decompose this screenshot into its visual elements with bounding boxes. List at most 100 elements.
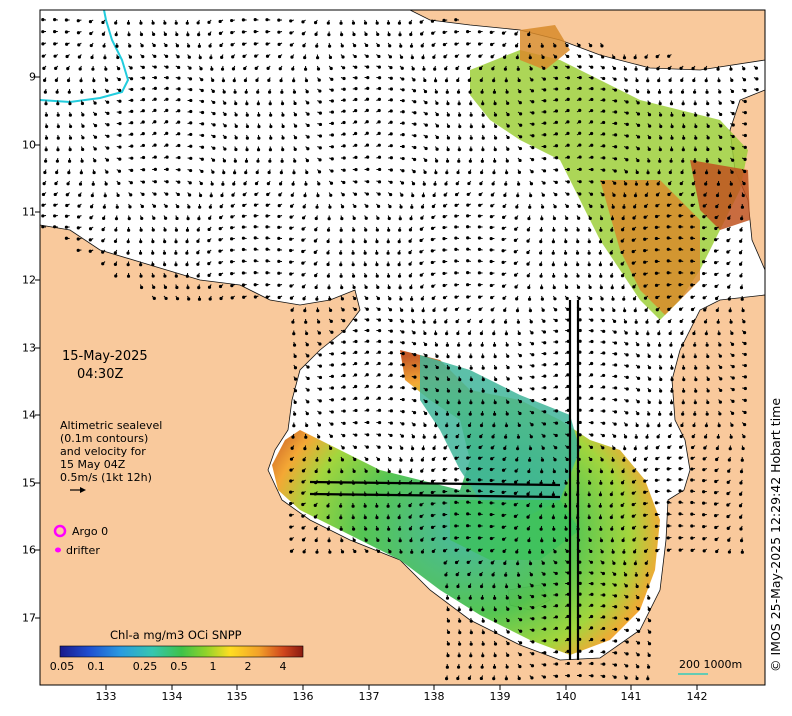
velocity-arrow-head xyxy=(666,478,670,482)
velocity-arrow-head xyxy=(682,125,686,129)
velocity-arrow-head xyxy=(479,319,483,324)
velocity-arrow-head xyxy=(457,654,461,658)
velocity-arrow-head xyxy=(631,238,635,242)
velocity-arrow-head xyxy=(412,331,416,335)
velocity-arrow-head xyxy=(741,446,745,451)
velocity-arrow-head xyxy=(530,595,535,599)
velocity-arrow-head xyxy=(196,21,200,25)
x-axis-label: 137 xyxy=(358,690,380,703)
velocity-arrow-head xyxy=(456,170,460,175)
velocity-arrow-head xyxy=(230,260,234,264)
velocity-arrow-head xyxy=(669,401,674,405)
velocity-arrow-head xyxy=(174,263,178,267)
velocity-arrow-head xyxy=(636,618,641,622)
velocity-arrow-head xyxy=(56,102,60,106)
velocity-arrow-head xyxy=(444,182,448,186)
velocity-arrow-head xyxy=(610,539,614,543)
velocity-arrow-head xyxy=(690,247,694,252)
velocity-arrow-head xyxy=(442,215,446,219)
velocity-arrow-head xyxy=(706,147,710,152)
velocity-arrow-head xyxy=(445,343,449,347)
velocity-arrow-head xyxy=(306,123,310,128)
velocity-arrow-head xyxy=(377,180,382,184)
velocity-arrow-head xyxy=(554,397,559,401)
velocity-arrow-head xyxy=(53,214,57,218)
velocity-arrow-head xyxy=(678,500,682,504)
velocity-arrow-head xyxy=(139,274,143,278)
velocity-arrow-head xyxy=(578,603,582,607)
velocity-arrow-head xyxy=(678,512,682,516)
velocity-arrow-head xyxy=(539,251,543,255)
velocity-arrow-head xyxy=(365,457,369,461)
velocity-arrow-head xyxy=(257,125,261,129)
velocity-arrow-head xyxy=(445,424,449,428)
velocity-arrow-head xyxy=(353,307,357,312)
velocity-arrow-head xyxy=(409,44,414,48)
velocity-arrow-head xyxy=(446,147,450,152)
velocity-arrow-head xyxy=(636,388,641,392)
velocity-arrow-head xyxy=(743,157,747,161)
velocity-arrow-head xyxy=(277,225,281,229)
velocity-arrow-head xyxy=(306,354,310,358)
velocity-arrow-head xyxy=(554,193,558,197)
velocity-arrow-head xyxy=(301,216,306,220)
velocity-arrow-head xyxy=(54,78,58,82)
velocity-arrow-head xyxy=(552,274,556,278)
velocity-arrow-head xyxy=(277,18,281,22)
velocity-arrow-head xyxy=(542,330,547,334)
velocity-arrow-head xyxy=(489,489,493,494)
velocity-arrow-head xyxy=(601,66,605,70)
velocity-arrow-head xyxy=(424,123,428,127)
velocity-arrow-head xyxy=(186,217,190,221)
velocity-arrow-head xyxy=(554,662,559,666)
velocity-arrow-head xyxy=(613,422,617,426)
velocity-arrow-head xyxy=(636,665,640,669)
velocity-arrow-head xyxy=(543,410,547,414)
velocity-arrow-head xyxy=(339,527,343,531)
velocity-arrow-head xyxy=(714,491,718,495)
velocity-arrow-head xyxy=(466,456,470,460)
velocity-arrow-head xyxy=(693,148,698,152)
velocity-arrow-head xyxy=(377,120,381,124)
velocity-arrow-head xyxy=(666,536,670,540)
velocity-arrow-head xyxy=(329,434,333,438)
velocity-arrow-head xyxy=(444,79,449,83)
velocity-arrow-head xyxy=(492,332,496,336)
velocity-arrow-head xyxy=(530,664,535,668)
velocity-arrow-head xyxy=(256,159,260,163)
velocity-arrow-head xyxy=(222,159,227,163)
velocity-arrow-head xyxy=(645,435,649,439)
velocity-arrow-head xyxy=(656,320,660,324)
velocity-arrow-head xyxy=(177,120,181,124)
velocity-arrow-head xyxy=(566,54,570,59)
velocity-arrow-head xyxy=(375,21,379,25)
velocity-arrow-head xyxy=(620,239,624,243)
velocity-arrow-head xyxy=(377,86,382,91)
velocity-arrow-head xyxy=(625,399,629,403)
velocity-arrow-head xyxy=(680,423,684,428)
velocity-arrow-head xyxy=(590,649,594,654)
velocity-arrow-head xyxy=(540,470,544,474)
velocity-arrow-head xyxy=(118,110,122,114)
velocity-arrow-head xyxy=(613,352,618,356)
velocity-arrow-head xyxy=(492,90,497,94)
velocity-arrow-head xyxy=(691,66,695,71)
velocity-arrow-head xyxy=(140,204,144,209)
velocity-arrow-head xyxy=(489,214,493,219)
velocity-arrow-head xyxy=(600,550,604,554)
velocity-arrow-head xyxy=(68,148,72,152)
velocity-arrow-head xyxy=(489,512,493,517)
legend-line-1: Altimetric sealevel xyxy=(60,419,163,432)
velocity-arrow-head xyxy=(554,446,558,450)
velocity-arrow-head xyxy=(442,30,446,34)
velocity-arrow-head xyxy=(589,44,593,48)
velocity-arrow-head xyxy=(613,363,618,367)
velocity-arrow-head xyxy=(209,194,213,198)
velocity-arrow-head xyxy=(643,249,647,253)
velocity-arrow-head xyxy=(731,353,735,358)
velocity-arrow-head xyxy=(702,296,706,300)
velocity-arrow-head xyxy=(578,143,582,147)
velocity-arrow-head xyxy=(354,167,358,172)
velocity-arrow-head xyxy=(590,674,594,678)
velocity-arrow-head xyxy=(443,446,447,450)
